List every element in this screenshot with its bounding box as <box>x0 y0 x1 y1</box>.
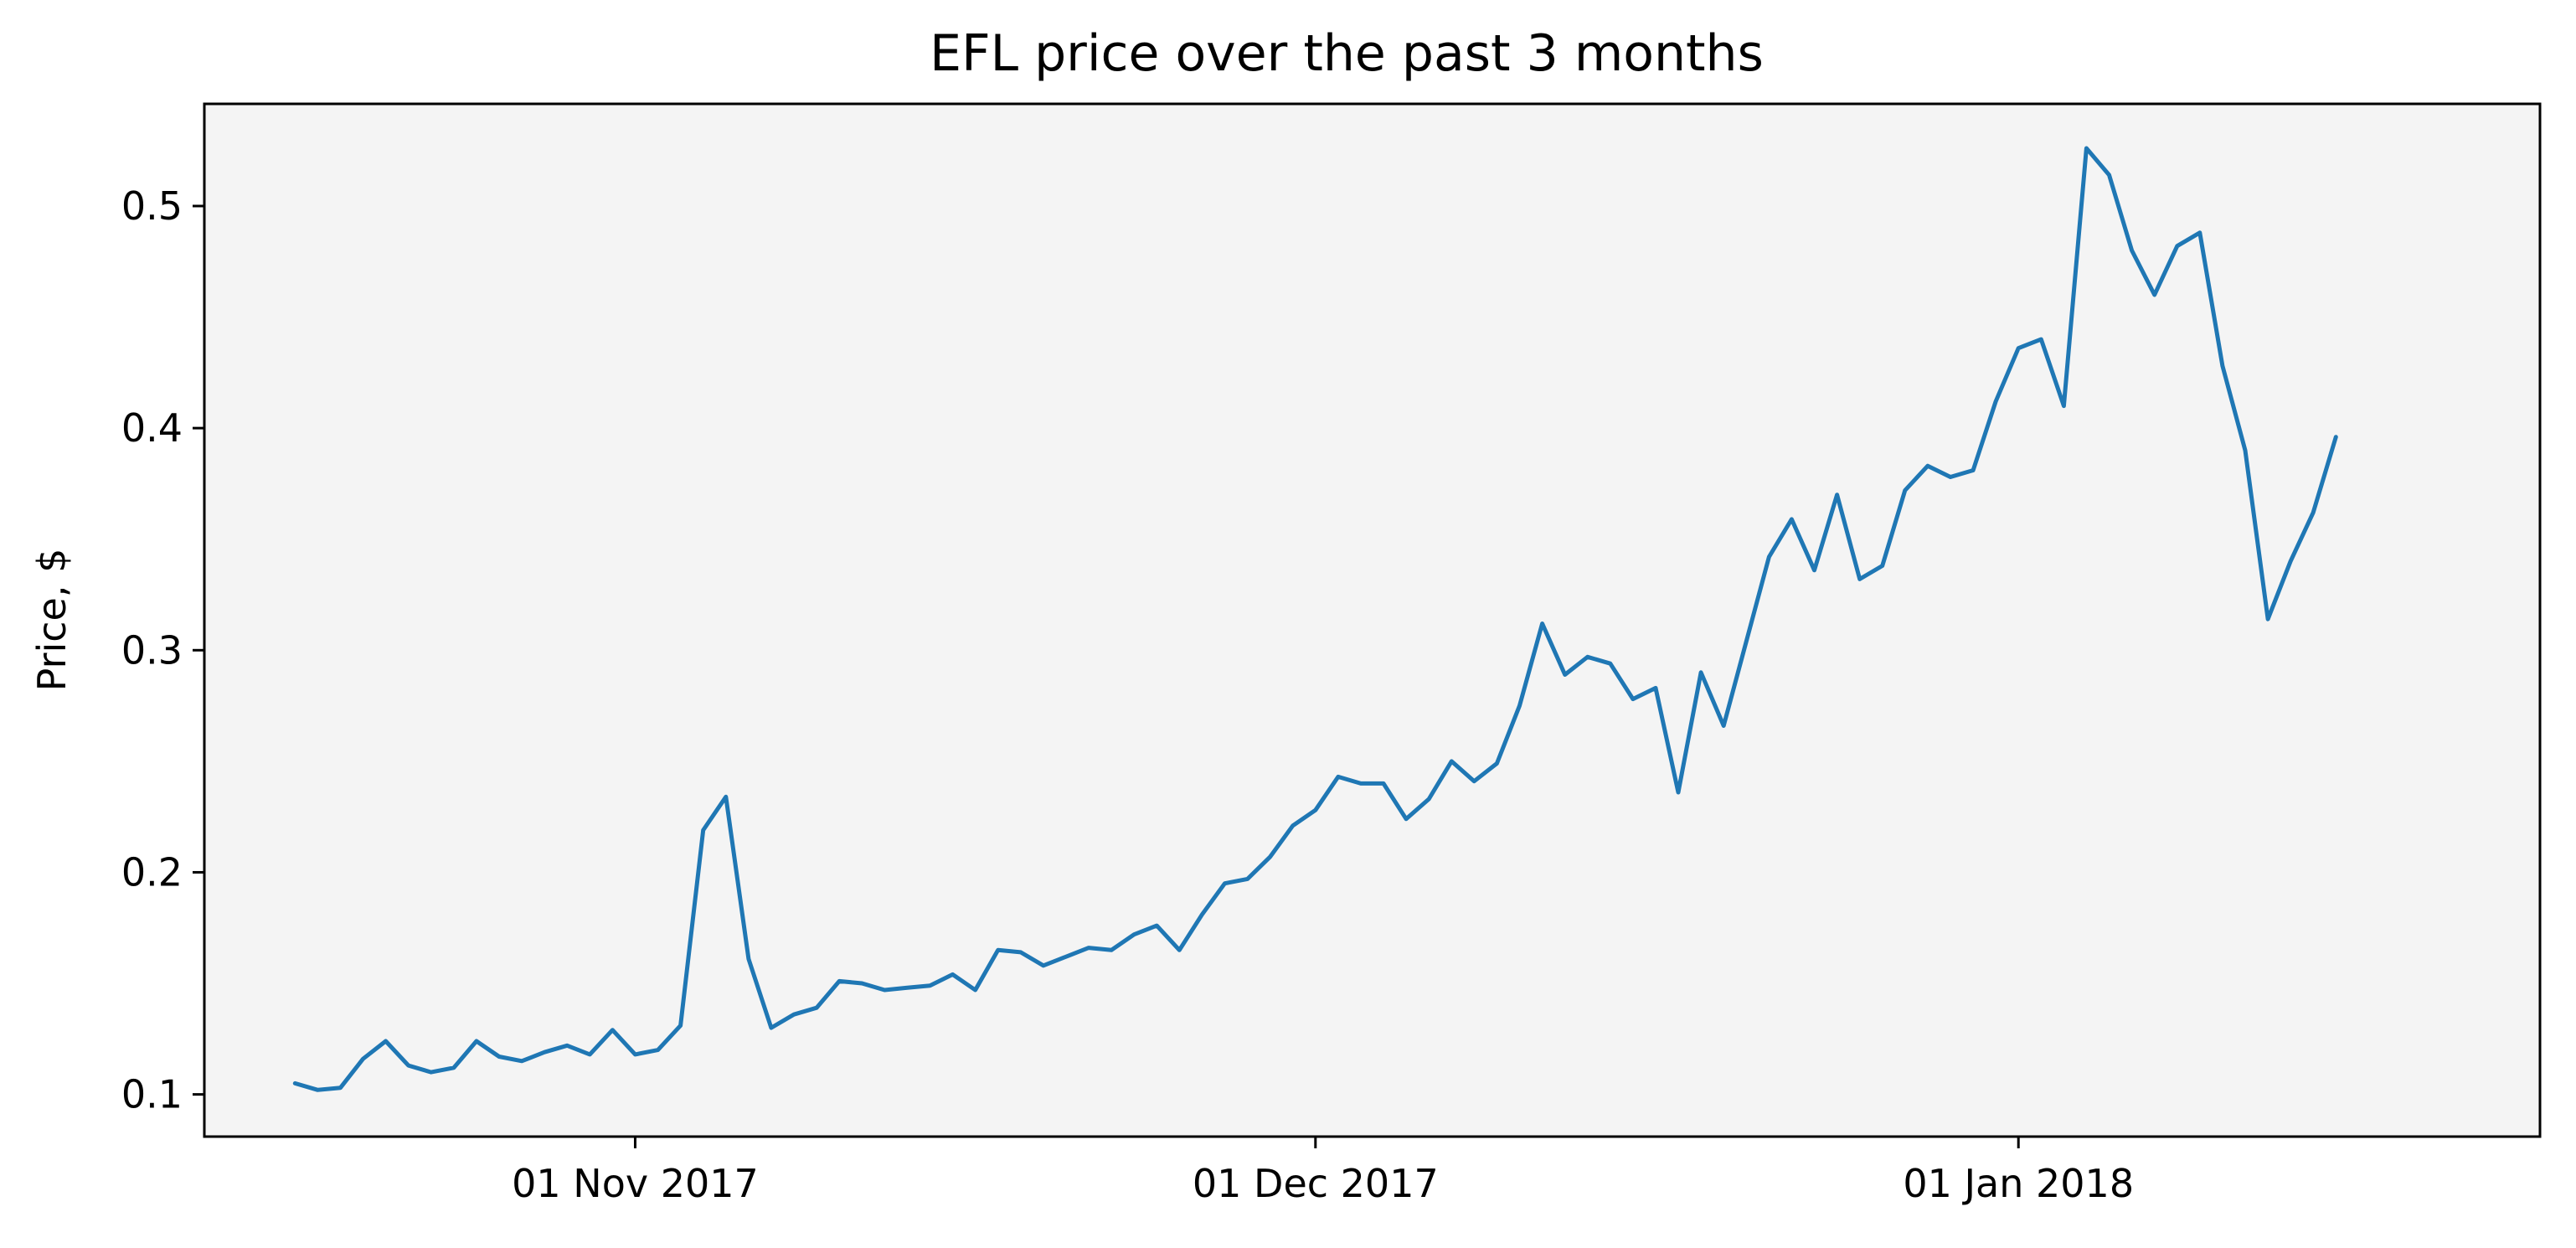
y-tick-label: 0.2 <box>121 849 183 895</box>
y-tick-label: 0.3 <box>121 627 183 673</box>
chart-title: EFL price over the past 3 months <box>930 24 1764 83</box>
y-axis-label: Price, $ <box>29 549 75 692</box>
y-tick-label: 0.1 <box>121 1072 183 1117</box>
x-tick-label: 01 Dec 2017 <box>1193 1161 1439 1206</box>
x-tick-label: 01 Nov 2017 <box>512 1161 759 1206</box>
x-tick-label: 01 Jan 2018 <box>1903 1161 2134 1206</box>
price-line <box>292 146 2338 1092</box>
y-tick-label: 0.5 <box>121 183 183 229</box>
plot-frame <box>203 102 2542 1138</box>
y-axis: 0.1 0.2 0.3 0.4 0.5 <box>121 183 204 1117</box>
y-tick-label: 0.4 <box>121 405 183 451</box>
plot-area <box>204 104 2540 1137</box>
x-axis: 01 Nov 2017 01 Dec 2017 01 Jan 2018 <box>512 1137 2134 1206</box>
